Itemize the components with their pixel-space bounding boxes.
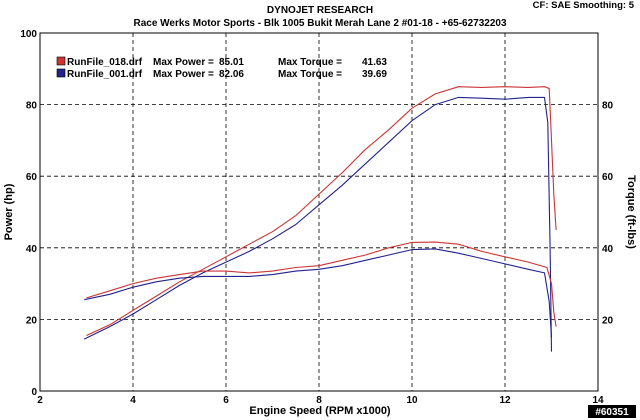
series-line-torque-runfile-018-drf (86, 241, 557, 327)
x-tick-label: 14 (592, 395, 604, 406)
x-tick-label: 2 (37, 395, 43, 406)
y2-tick-label: 20 (602, 315, 614, 326)
chart-title: DYNOJET RESEARCH (267, 5, 373, 16)
legend-power-label-run001: Max Power = (153, 69, 214, 80)
tick-labels: 2 4 6 8 10 12 14 0 20 40 60 80 100 20 40 60 80 (20, 29, 613, 406)
watermark-text: #60351 (595, 407, 629, 418)
legend-swatch-run018 (56, 56, 66, 66)
x-tick-label: 8 (316, 395, 322, 406)
series-line-power-runfile-018-drf (86, 86, 557, 336)
y2-tick-label: 40 (602, 244, 614, 255)
settings-label: CF: SAE Smoothing: 5 (533, 0, 635, 11)
grid (40, 33, 598, 391)
legend-torque-run018: 41.63 (362, 57, 387, 68)
legend-torque-run001: 39.69 (362, 69, 387, 80)
y2-axis-label: Torque (ft-lbs) (625, 175, 637, 249)
y2-tick-label: 80 (602, 101, 614, 112)
legend-power-run018: 85.01 (219, 57, 244, 68)
series-line-power-runfile-001-drf (83, 96, 553, 352)
legend-file-run001: RunFile_001.drf (67, 69, 143, 80)
y-tick-label: 100 (20, 29, 37, 40)
y-tick-label: 40 (26, 244, 38, 255)
plot-frame (39, 32, 599, 392)
x-tick-label: 10 (406, 395, 418, 406)
x-tick-label: 4 (130, 395, 136, 406)
chart-subtitle: Race Werks Motor Sports - Blk 1005 Bukit… (133, 18, 506, 29)
x-tick-label: 12 (499, 395, 511, 406)
watermark-badge: #60351 (588, 405, 636, 418)
y-tick-label: 0 (31, 387, 37, 398)
y-axis-label: Power (hp) (3, 183, 15, 240)
legend-torque-label-run018: Max Torque = (278, 57, 342, 68)
legend-power-label-run018: Max Power = (153, 57, 214, 68)
legend-torque-label-run001: Max Torque = (278, 69, 342, 80)
legend-power-run001: 82.06 (219, 69, 244, 80)
legend: RunFile_018.drf Max Power = 85.01 Max To… (56, 56, 387, 80)
series-line-torque-runfile-001-drf (84, 248, 553, 338)
x-tick-label: 6 (223, 395, 229, 406)
legend-file-run018: RunFile_018.drf (67, 57, 143, 68)
legend-swatch-run001 (56, 68, 66, 78)
y-tick-label: 60 (26, 172, 38, 183)
y-tick-label: 20 (26, 315, 38, 326)
y-tick-label: 80 (26, 101, 38, 112)
x-axis-label: Engine Speed (RPM x1000) (249, 405, 391, 417)
series-lines (83, 86, 557, 352)
y2-tick-label: 60 (602, 172, 614, 183)
